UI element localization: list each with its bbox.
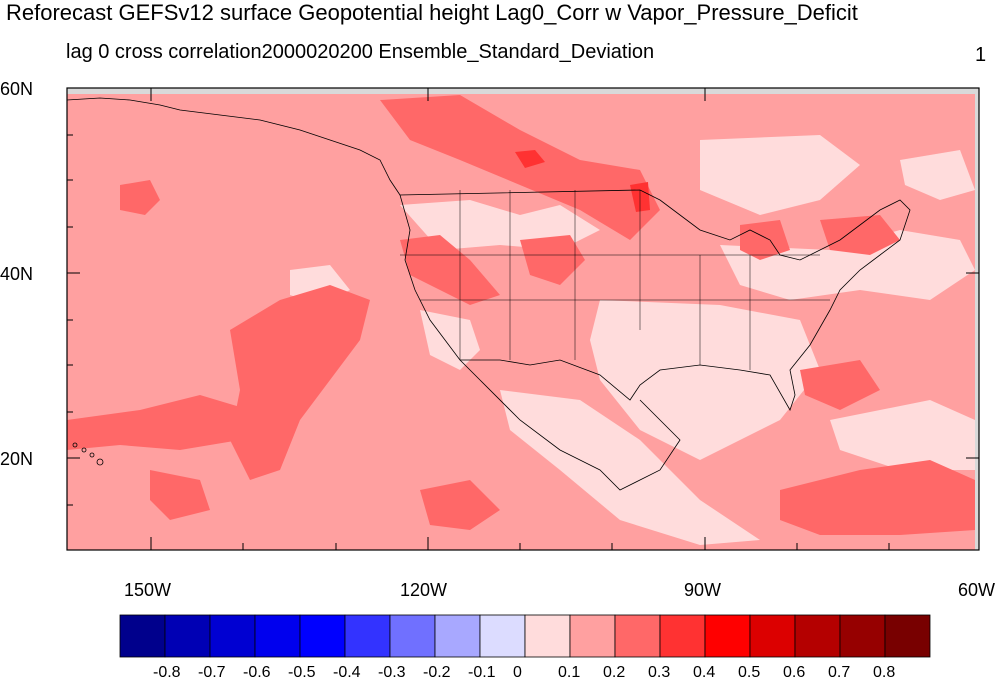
colorbar-box: [524, 614, 571, 658]
x-label-120w: 120W: [400, 580, 448, 600]
y-label-20n: 20N: [0, 449, 34, 469]
colorbar-tick-label: -0.8: [153, 664, 181, 681]
colorbar-tick-label: -0.2: [423, 664, 451, 681]
colorbar-box: [389, 614, 436, 658]
colorbar-tick-label: 0.4: [693, 664, 716, 681]
colorbar-tick-label: -0.3: [378, 664, 406, 681]
contour-dark-plains: [520, 235, 585, 285]
state-borders: [400, 190, 830, 370]
colorbar-tick-label: -0.7: [198, 664, 226, 681]
colorbar-box: [569, 614, 616, 658]
colorbar-tick-label: -0.6: [243, 664, 271, 681]
colorbar-box: [839, 614, 886, 658]
contour-dark-alaska-gulf: [120, 180, 160, 215]
colorbar-box: [749, 614, 796, 658]
contour-light-northeast: [720, 230, 975, 300]
colorbar: [119, 614, 931, 658]
contour-light-labrador: [900, 150, 975, 200]
contour-dark-greatlakes: [740, 220, 790, 260]
missing-top-strip: [67, 88, 979, 94]
colorbar-tick-label: 0.6: [783, 664, 806, 681]
colorbar-box: [794, 614, 841, 658]
colorbar-box: [479, 614, 526, 658]
map-frame: [66, 87, 980, 551]
missing-right-strip: [975, 88, 979, 550]
contour-light-canada: [700, 135, 860, 215]
colorbar-tick-label: 0: [513, 664, 522, 681]
colorbar-tick-label: 0.7: [828, 664, 851, 681]
x-label-60w: 60W: [958, 580, 996, 600]
contour-dark-newengland: [820, 215, 900, 255]
y-label-60n: 60N: [0, 79, 34, 99]
panel-number: 1: [975, 44, 987, 66]
correlation-field: [67, 88, 979, 550]
colorbar-box: [614, 614, 661, 658]
contour-dark-caribbean: [780, 460, 975, 535]
contour-dark-tropics: [150, 470, 210, 520]
x-label-90w: 90W: [684, 580, 722, 600]
contour-light-mexico: [500, 390, 760, 545]
colorbar-tick-label: 0.2: [603, 664, 626, 681]
colorbar-tick-label: -0.5: [288, 664, 316, 681]
axis-ticks: [67, 87, 980, 550]
colorbar-tick-label: 0.8: [873, 664, 896, 681]
colorbar-box: [209, 614, 256, 658]
contour-light-baja: [420, 310, 480, 370]
colorbar-box: [704, 614, 751, 658]
contour-dark-eastern-pacific: [420, 480, 500, 530]
contour-dark-pacific-west: [67, 395, 250, 450]
contour-dark-intermountain: [400, 235, 500, 305]
plot-title: Reforecast GEFSv12 surface Geopotential …: [6, 0, 858, 25]
contour-strong-canada: [515, 150, 545, 168]
contour-dark-pacific-central: [230, 285, 370, 480]
colorbar-box: [344, 614, 391, 658]
colorbar-tick-label: 0.1: [558, 664, 581, 681]
hawaii-islands: [72, 442, 104, 466]
colorbar-box: [164, 614, 211, 658]
colorbar-box: [884, 614, 931, 658]
colorbar-tick-label: -0.4: [333, 664, 361, 681]
colorbar-box: [119, 614, 166, 658]
colorbar-tick-label: 0.5: [738, 664, 761, 681]
colorbar-box: [254, 614, 301, 658]
plot-subtitle: lag 0 cross correlation2000020200 Ensemb…: [66, 41, 655, 63]
colorbar-box: [299, 614, 346, 658]
contour-dark-canada-band: [380, 95, 660, 240]
contour-light-southeast: [590, 300, 820, 460]
colorbar-box: [659, 614, 706, 658]
coastlines: [67, 97, 911, 491]
contour-dark-atlantic: [800, 360, 880, 410]
colorbar-tick-label: 0.3: [648, 664, 671, 681]
x-label-150w: 150W: [124, 580, 172, 600]
colorbar-tick-label: -0.1: [468, 664, 496, 681]
contour-light-atlantic: [830, 400, 975, 470]
y-label-40n: 40N: [0, 264, 34, 284]
colorbar-box: [434, 614, 481, 658]
